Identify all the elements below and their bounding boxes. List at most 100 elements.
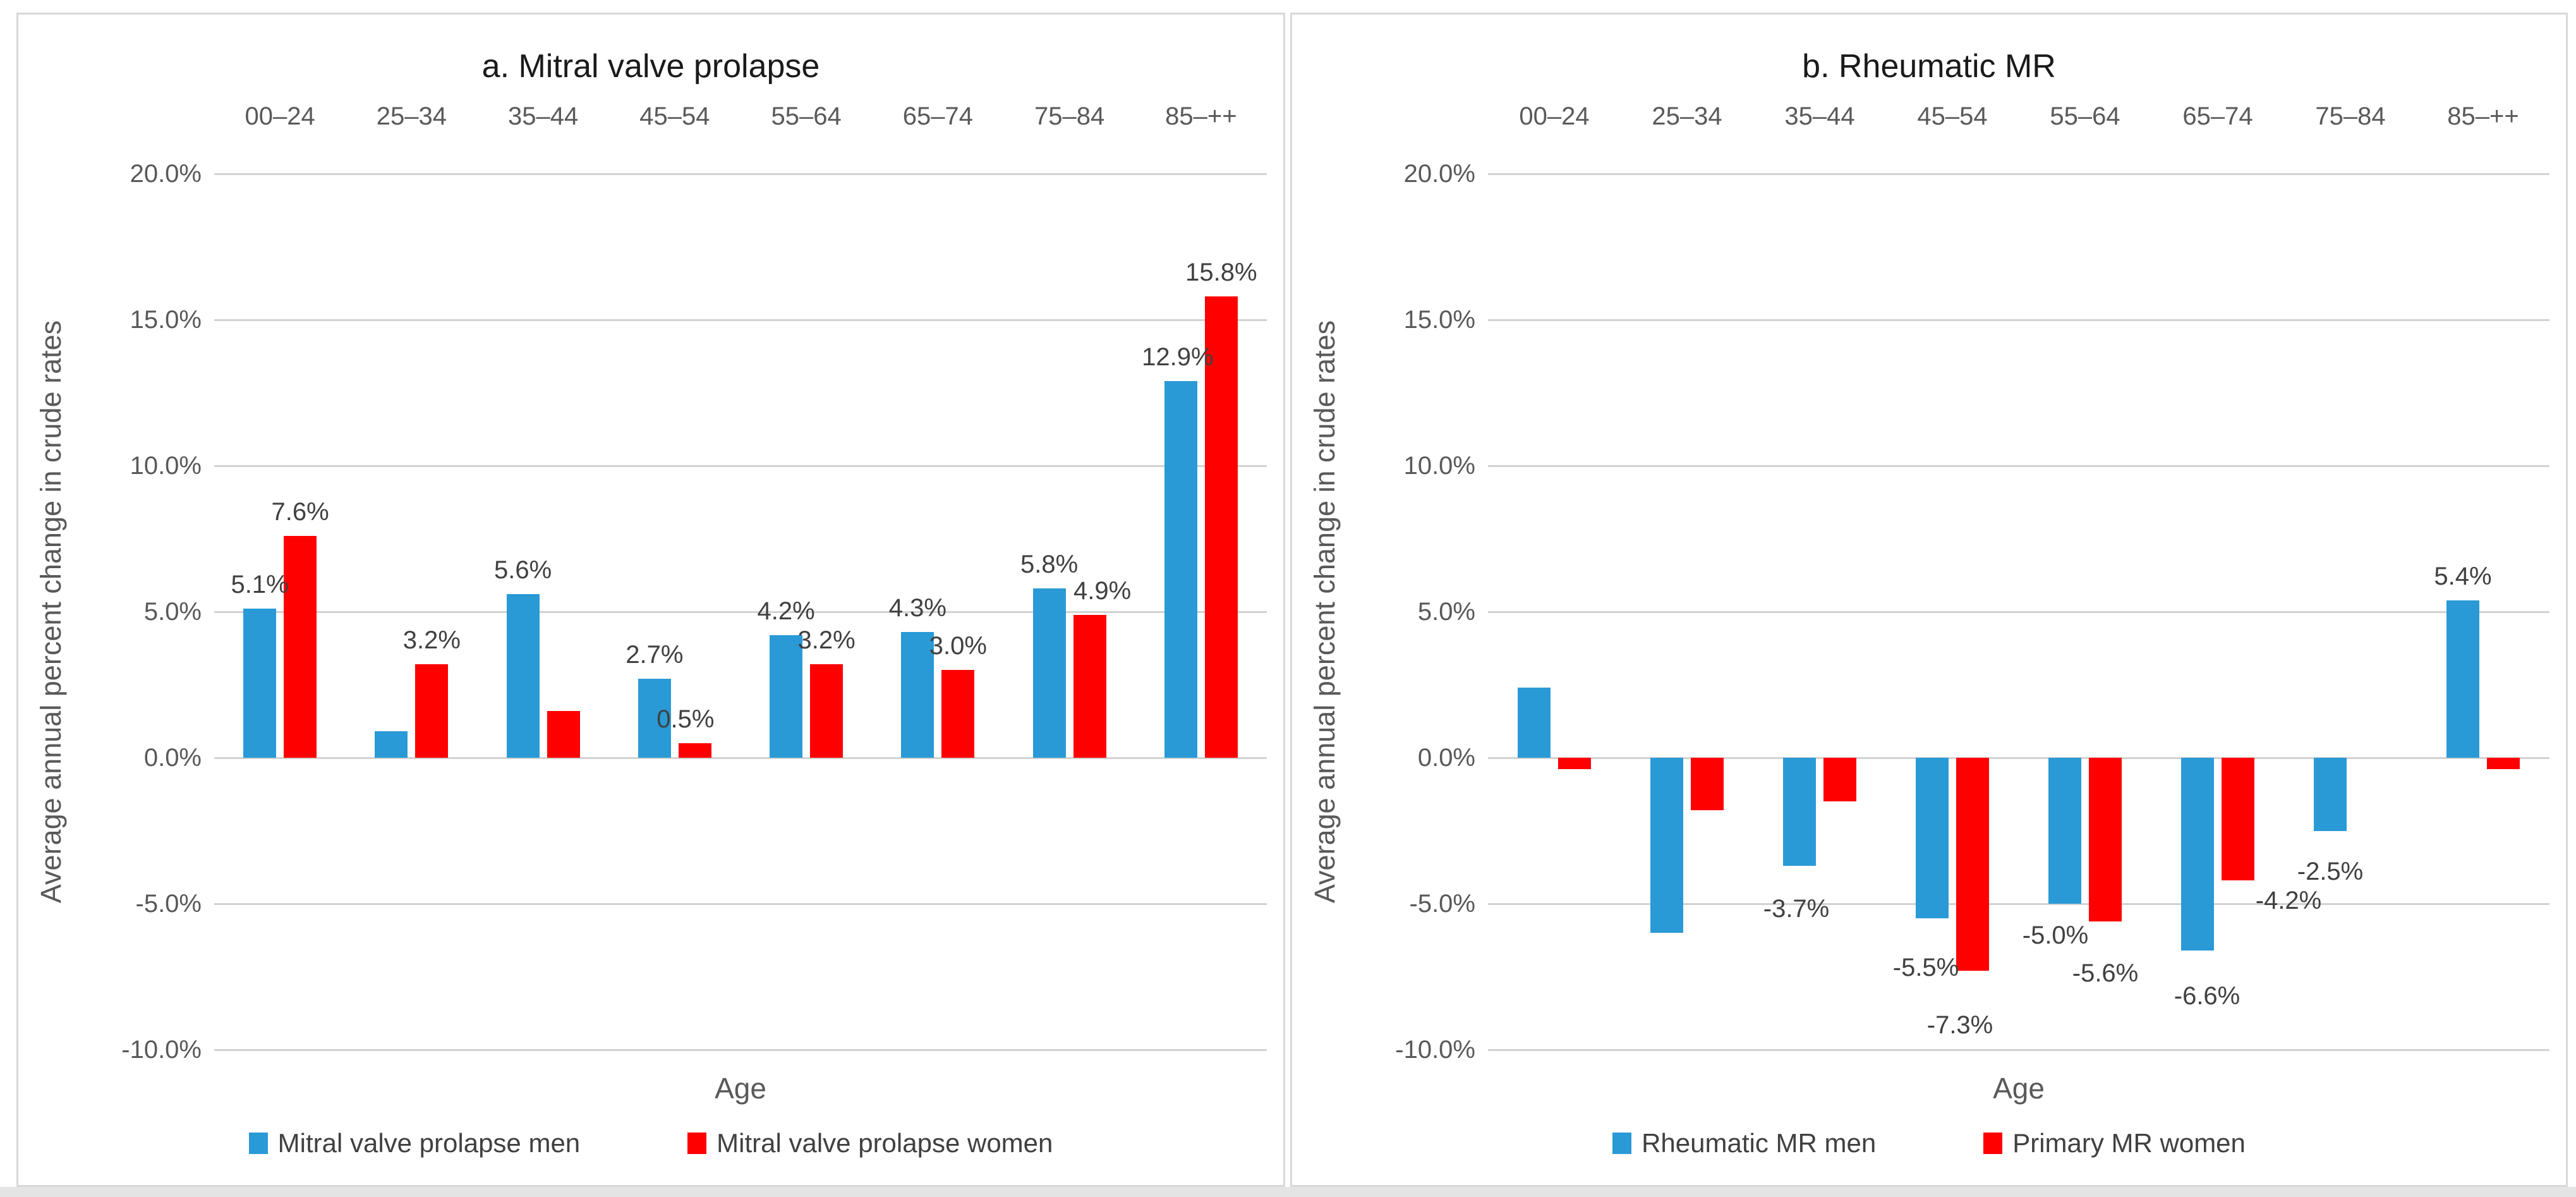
gridline [214, 757, 1267, 759]
y-axis-tick-label: 20.0% [1403, 160, 1475, 188]
data-label: 4.3% [888, 594, 946, 623]
bar-men [2181, 758, 2214, 951]
x-axis-category-label: 75–84 [1034, 102, 1105, 130]
gridline [214, 611, 1267, 613]
y-axis-tick-label: 10.0% [130, 452, 202, 480]
data-label: 3.2% [797, 626, 856, 655]
legend-marker-men [1612, 1133, 1632, 1154]
legend-item-women: Mitral valve prolapse women [687, 1128, 1053, 1158]
x-axis-category-label: 25–34 [1652, 102, 1722, 130]
bar-women [1558, 758, 1591, 770]
bar-women [1956, 758, 1989, 971]
data-label: -6.6% [2174, 981, 2240, 1010]
y-axis-tick-label: -10.0% [121, 1036, 202, 1064]
bar-men [770, 635, 803, 758]
bar-women [810, 664, 844, 758]
bar-women [1204, 296, 1238, 758]
gridline [214, 173, 1267, 175]
panel-b-legend: Rheumatic MR men Primary MR women [1292, 1128, 2566, 1158]
legend-marker-men [248, 1133, 268, 1154]
bar-men [2048, 758, 2081, 904]
legend-item-men: Rheumatic MR men [1612, 1128, 1876, 1158]
bar-men [1518, 688, 1551, 758]
bar-women [941, 670, 975, 758]
data-label: 2.7% [626, 641, 684, 669]
bar-men [1164, 381, 1197, 758]
x-axis-category-label: 00–24 [245, 102, 315, 130]
y-axis-tick-label: -10.0% [1395, 1036, 1475, 1064]
panel-a-legend: Mitral valve prolapse men Mitral valve p… [18, 1128, 1283, 1158]
x-axis-category-label: 45–54 [639, 102, 710, 130]
data-label: 12.9% [1142, 343, 1214, 372]
bar-men [901, 632, 934, 758]
x-axis-category-label: 55–64 [771, 102, 842, 130]
bar-men [638, 679, 671, 758]
x-axis-category-label: 75–84 [2315, 102, 2386, 130]
data-label: -7.3% [1926, 1011, 1993, 1040]
data-label: -5.5% [1892, 954, 1959, 982]
x-axis-category-label: 65–74 [2182, 102, 2253, 130]
bar-women [1073, 614, 1106, 758]
gridline [1488, 1049, 2549, 1051]
x-axis-category-label: 25–34 [376, 102, 447, 130]
bar-men [375, 731, 408, 758]
data-label: 7.6% [271, 497, 329, 526]
x-axis-category-label: 55–64 [2050, 102, 2120, 130]
gridline [214, 1049, 1267, 1051]
y-axis-tick-label: 15.0% [1403, 306, 1475, 334]
data-label: -4.2% [2255, 887, 2322, 915]
bar-women [547, 711, 580, 758]
data-label: 4.2% [757, 597, 815, 625]
data-label: -5.0% [2022, 921, 2089, 949]
legend-label-women: Mitral valve prolapse women [717, 1128, 1053, 1158]
legend-marker-women [1983, 1133, 2003, 1154]
x-axis-category-label: 35–44 [508, 102, 579, 130]
panel-b-title: b. Rheumatic MR [1802, 48, 2056, 85]
legend-label-women: Primary MR women [2012, 1128, 2246, 1158]
gridline [1488, 465, 2549, 467]
legend-item-women: Primary MR women [1983, 1128, 2246, 1158]
data-label: 3.2% [402, 626, 461, 655]
x-axis-category-label: 85–++ [2447, 102, 2519, 130]
data-label: 5.1% [231, 571, 289, 599]
bar-women [678, 743, 711, 758]
figure-bottom-shadow [0, 1187, 2576, 1197]
bar-men [1916, 758, 1949, 919]
gridline [1488, 903, 2549, 905]
x-axis-category-label: 85–++ [1165, 102, 1237, 130]
legend-marker-women [687, 1133, 707, 1154]
bar-women [2487, 758, 2520, 770]
bar-men [1032, 588, 1066, 758]
bar-men [2314, 758, 2347, 831]
data-label: 15.8% [1185, 258, 1257, 287]
bar-men [243, 609, 277, 758]
gridline [214, 465, 1267, 467]
panel-a-x-axis-title: Age [715, 1072, 766, 1105]
panel-a-title: a. Mitral valve prolapse [481, 48, 820, 85]
data-label: -2.5% [2297, 857, 2364, 885]
bar-men [1783, 758, 1816, 866]
bar-women [415, 664, 449, 758]
gridline [214, 903, 1267, 905]
panel-rheumatic-mr: b. Rheumatic MR Average annual percent c… [1290, 13, 2568, 1187]
gridline [1488, 173, 2549, 175]
bar-women [1691, 758, 1724, 811]
panel-b-x-axis-title: Age [1993, 1072, 2045, 1105]
data-label: 5.6% [494, 556, 552, 585]
y-axis-tick-label: 15.0% [130, 306, 202, 334]
legend-item-men: Mitral valve prolapse men [248, 1128, 580, 1158]
y-axis-tick-label: 0.0% [1417, 744, 1475, 772]
data-label: 0.5% [656, 705, 715, 733]
gridline [1488, 611, 2549, 613]
gridline [1488, 319, 2549, 321]
x-axis-category-label: 65–74 [902, 102, 973, 130]
y-axis-tick-label: -5.0% [1409, 890, 1476, 918]
gridline [214, 319, 1267, 321]
y-axis-tick-label: -5.0% [135, 890, 202, 918]
data-label: 4.9% [1073, 576, 1132, 605]
gridline [1488, 757, 2549, 759]
x-axis-category-label: 35–44 [1784, 102, 1855, 130]
data-label: -3.7% [1763, 894, 1830, 923]
data-label: 3.0% [929, 632, 987, 660]
